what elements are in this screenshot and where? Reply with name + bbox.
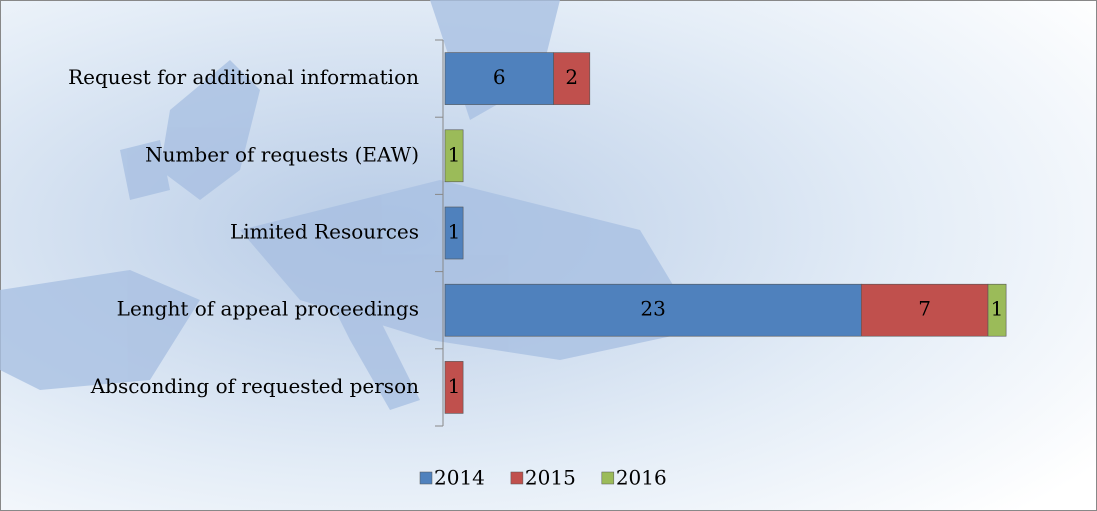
- y-tick-label: Limited Resources: [230, 220, 419, 244]
- bar: [444, 129, 464, 183]
- legend-label: 2015: [525, 466, 576, 490]
- bar: [444, 361, 464, 414]
- y-tick-label: Number of requests (EAW): [145, 142, 419, 166]
- data-label: 7: [918, 297, 931, 321]
- legend-swatch: [510, 471, 524, 485]
- data-label: 2: [565, 65, 578, 89]
- y-tick-label: Request for additional information: [68, 65, 419, 89]
- bar: [987, 283, 1007, 337]
- bar: [553, 52, 591, 105]
- data-label: 1: [448, 220, 461, 244]
- data-label: 1: [448, 374, 461, 398]
- bar: [444, 52, 554, 105]
- data-label: 23: [640, 297, 665, 321]
- legend-label: 2016: [616, 466, 667, 490]
- data-label: 1: [448, 142, 461, 166]
- y-tick-label: Absconding of requested person: [90, 374, 419, 398]
- bar: [444, 283, 862, 337]
- legend-swatch: [601, 471, 615, 485]
- data-label: 6: [493, 65, 506, 89]
- y-tick-label: Lenght of appeal proceedings: [117, 297, 419, 321]
- bar: [860, 283, 989, 337]
- legend-swatch: [419, 471, 433, 485]
- bar: [444, 206, 464, 260]
- legend-label: 2014: [434, 466, 485, 490]
- data-label: 1: [991, 297, 1004, 321]
